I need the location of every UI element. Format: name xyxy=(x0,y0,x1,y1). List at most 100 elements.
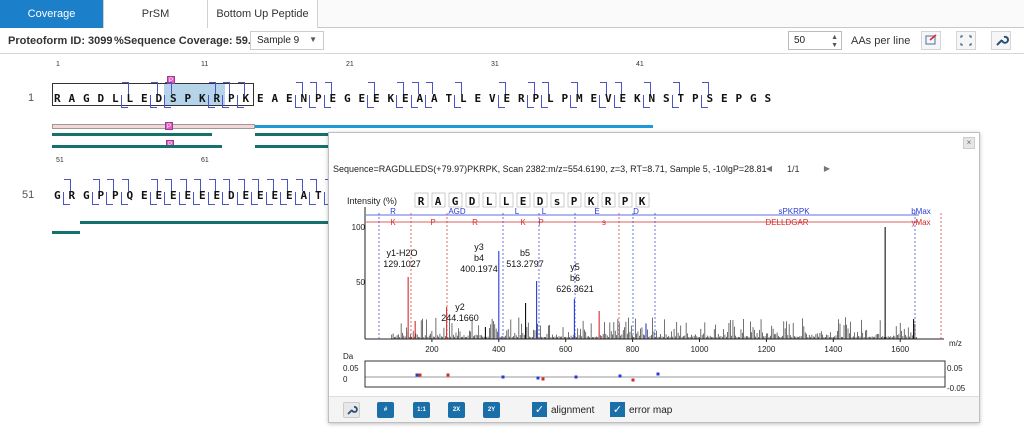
coverage-bar[interactable] xyxy=(80,221,328,224)
tab-bottom-up-peptide[interactable]: Bottom Up Peptide xyxy=(208,0,318,28)
residue[interactable]: E xyxy=(373,92,380,105)
tab-coverage[interactable]: Coverage xyxy=(0,0,104,28)
residue[interactable]: P xyxy=(692,92,699,105)
residue[interactable]: E xyxy=(155,189,163,202)
fullscreen-icon[interactable] xyxy=(956,31,976,50)
residue[interactable]: A xyxy=(68,92,76,105)
residue[interactable]: G xyxy=(54,189,61,202)
residue[interactable]: T xyxy=(315,189,322,202)
residue[interactable]: P xyxy=(561,92,569,105)
residue[interactable]: E xyxy=(590,92,598,105)
y-ion-label: DELLDGAR xyxy=(765,218,808,227)
residue[interactable]: E xyxy=(474,92,482,105)
spin-up-icon[interactable]: ▲ xyxy=(831,34,838,41)
residue[interactable]: E xyxy=(257,189,264,202)
export-icon[interactable] xyxy=(921,31,941,50)
residue[interactable]: A xyxy=(300,189,308,202)
residue[interactable]: E xyxy=(503,92,511,105)
residue[interactable]: G xyxy=(83,189,90,202)
close-icon[interactable]: × xyxy=(963,137,975,149)
residue[interactable]: G xyxy=(344,92,351,105)
coverage-bar[interactable] xyxy=(52,231,80,234)
residue[interactable]: E xyxy=(271,189,279,202)
residue[interactable]: S xyxy=(764,92,772,105)
residue[interactable]: N xyxy=(300,92,308,105)
residue[interactable]: E xyxy=(619,92,627,105)
coverage-bar[interactable] xyxy=(52,145,222,148)
coverage-bar[interactable] xyxy=(52,124,255,129)
error-map-checkbox[interactable]: ✓ xyxy=(610,402,625,417)
zoom-2y-button[interactable]: 2Y xyxy=(483,402,500,418)
residue[interactable]: P xyxy=(228,92,235,105)
residue[interactable]: E xyxy=(286,189,293,202)
residue[interactable]: M xyxy=(576,92,583,105)
residue[interactable]: E xyxy=(199,189,206,202)
residue[interactable]: L xyxy=(460,92,467,105)
sample-select[interactable]: Sample 9 ▼ xyxy=(250,31,324,50)
residue[interactable]: G xyxy=(750,92,757,105)
residue[interactable]: E xyxy=(286,92,293,105)
coverage-bar[interactable] xyxy=(255,125,653,128)
zoom-reset-button[interactable]: 1:1 xyxy=(413,402,430,418)
residue[interactable]: D xyxy=(155,92,163,105)
residue[interactable]: T xyxy=(677,92,685,105)
residue[interactable]: P xyxy=(735,92,743,105)
residue[interactable]: E xyxy=(213,189,221,202)
next-icon[interactable]: ▶ xyxy=(823,164,831,173)
coverage-bar[interactable] xyxy=(255,145,328,148)
coverage-bar[interactable] xyxy=(52,133,212,136)
residue[interactable]: A xyxy=(431,92,438,105)
residue[interactable]: A xyxy=(271,92,279,105)
residue[interactable]: N xyxy=(648,92,656,105)
residue[interactable]: R xyxy=(213,92,221,105)
residue[interactable]: T xyxy=(445,92,453,105)
residue[interactable]: V xyxy=(605,92,612,105)
residue[interactable]: D xyxy=(97,92,105,105)
residue[interactable]: S xyxy=(170,92,177,105)
residue[interactable]: E xyxy=(141,189,148,202)
residue[interactable]: R xyxy=(54,92,61,105)
residue[interactable]: L xyxy=(126,92,134,105)
residue[interactable]: R xyxy=(68,189,76,202)
residue[interactable]: E xyxy=(257,92,264,105)
residue[interactable]: K xyxy=(199,92,206,105)
settings-wrench-icon[interactable] xyxy=(343,402,360,418)
wrench-icon[interactable] xyxy=(991,31,1011,50)
residue[interactable]: S xyxy=(706,92,714,105)
residue[interactable]: E xyxy=(721,92,728,105)
residue[interactable]: P xyxy=(184,92,192,105)
residue[interactable]: L xyxy=(112,92,119,105)
residue[interactable]: P xyxy=(315,92,322,105)
residue[interactable]: K xyxy=(242,92,250,105)
residue[interactable]: A xyxy=(416,92,424,105)
previous-icon[interactable]: ◀ xyxy=(765,164,773,173)
alignment-checkbox[interactable]: ✓ xyxy=(532,402,547,417)
residue[interactable]: L xyxy=(547,92,554,105)
residue[interactable]: E xyxy=(184,189,192,202)
residue[interactable]: E xyxy=(242,189,250,202)
label-toggle-button[interactable]: # xyxy=(377,402,394,418)
residue[interactable]: Q xyxy=(126,189,134,202)
residue[interactable]: S xyxy=(663,92,670,105)
aas-per-line-input[interactable]: 50 ▲ ▼ xyxy=(788,31,842,50)
residue[interactable]: P xyxy=(112,189,119,202)
residue[interactable]: D xyxy=(228,189,235,202)
ptm-marker[interactable]: P xyxy=(165,122,173,130)
residue[interactable]: E xyxy=(329,92,337,105)
coverage-bar[interactable] xyxy=(255,133,328,136)
residue[interactable]: K xyxy=(387,92,395,105)
residue[interactable]: R xyxy=(518,92,525,105)
spin-down-icon[interactable]: ▼ xyxy=(831,42,838,49)
residue[interactable]: E xyxy=(402,92,409,105)
tab-prsm[interactable]: PrSM xyxy=(104,0,208,28)
residue[interactable]: K xyxy=(634,92,641,105)
residue[interactable]: E xyxy=(170,189,177,202)
residue[interactable]: E xyxy=(358,92,366,105)
residue[interactable]: P xyxy=(532,92,540,105)
residue[interactable]: P xyxy=(97,189,105,202)
residue[interactable]: V xyxy=(489,92,496,105)
residue[interactable]: E xyxy=(141,92,148,105)
residue[interactable]: G xyxy=(83,92,90,105)
zoom-2x-button[interactable]: 2X xyxy=(448,402,465,418)
